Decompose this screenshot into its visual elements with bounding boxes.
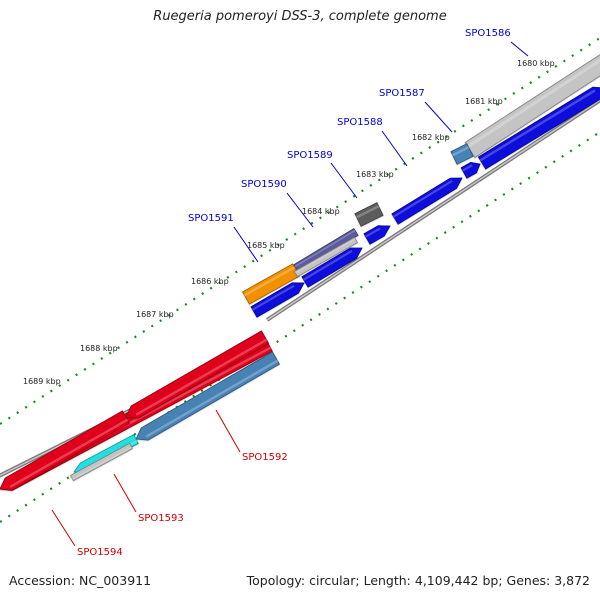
gene-label-text: SPO1587 [379, 88, 425, 99]
gene-label-text: SPO1592 [242, 452, 288, 463]
gene-spo1594-arrow [0, 410, 131, 491]
accession-text: Accession: NC_003911 [9, 573, 152, 588]
outer-tick-ruler [0, 37, 600, 425]
gene-labels: SPO1586 SPO1587 SPO1588 SPO1589 SPO1590 SPO15… [51, 28, 529, 558]
gene-spo1587 [450, 143, 474, 165]
gene-blue-6 [477, 86, 600, 170]
gene-spo1593-shadow [70, 442, 133, 482]
leader-line [286, 192, 314, 228]
gene-label-spo1588[interactable]: SPO1588 [337, 117, 408, 167]
gene-label-spo1589[interactable]: SPO1589 [287, 150, 358, 199]
leader-line [113, 473, 137, 513]
gene-blue-2 [250, 282, 305, 318]
leader-line [381, 130, 408, 167]
gene-label-text: SPO1590 [241, 179, 287, 190]
tick-label-1686: 1686 kbp [191, 277, 229, 286]
tick-label-1689: 1689 kbp [23, 377, 61, 386]
gene-features [0, 54, 600, 491]
gene-blue-4 [391, 177, 463, 225]
gene-label-text: SPO1588 [337, 117, 383, 128]
tick-label-1685: 1685 kbp [247, 241, 285, 250]
gene-blue-3 [363, 225, 391, 245]
tick-label-1680: 1680 kbp [517, 59, 555, 68]
gene-label-text: SPO1593 [138, 513, 184, 524]
gene-blue-1 [301, 247, 363, 288]
leader-line [51, 509, 76, 547]
tick-label-1684: 1684 kbp [302, 207, 340, 216]
tick-label-1682: 1682 kbp [412, 133, 450, 142]
gene-spo1589 [354, 202, 384, 227]
gene-spo1593-region [125, 330, 270, 419]
gene-label-spo1593[interactable]: SPO1593 [113, 473, 184, 524]
gene-label-spo1591[interactable]: SPO1591 [188, 213, 259, 263]
scale-tick-labels: 1680 kbp 1681 kbp 1682 kbp 1683 kbp 1684 kbp… [23, 59, 555, 386]
gene-spo1590-shadow [293, 236, 359, 278]
gene-blue-5 [460, 161, 481, 179]
leader-line [424, 101, 453, 133]
gene-spo1592 [135, 351, 281, 441]
gene-label-spo1587[interactable]: SPO1587 [379, 88, 453, 133]
tick-label-1687: 1687 kbp [136, 310, 174, 319]
gene-label-text: SPO1586 [465, 28, 511, 39]
gene-label-spo1590[interactable]: SPO1590 [241, 179, 314, 228]
map-title: Ruegeria pomeroyi DSS-3, complete genome [153, 9, 447, 24]
leader-line [215, 409, 241, 453]
leader-line [233, 226, 259, 263]
tick-label-1688: 1688 kbp [80, 344, 118, 353]
topology-summary: Topology: circular; Length: 4,109,442 bp… [246, 573, 590, 588]
gene-label-text: SPO1589 [287, 150, 333, 161]
gene-label-text: SPO1594 [77, 547, 123, 558]
leader-line [510, 41, 529, 57]
gene-label-spo1592[interactable]: SPO1592 [215, 409, 288, 463]
gene-label-spo1594[interactable]: SPO1594 [51, 509, 123, 558]
tick-label-1681: 1681 kbp [465, 97, 503, 106]
gene-spo1591 [242, 263, 300, 305]
leader-line [330, 162, 358, 199]
tick-label-1683: 1683 kbp [356, 170, 394, 179]
gene-label-text: SPO1591 [188, 213, 234, 224]
gene-label-spo1586[interactable]: SPO1586 [465, 28, 529, 57]
